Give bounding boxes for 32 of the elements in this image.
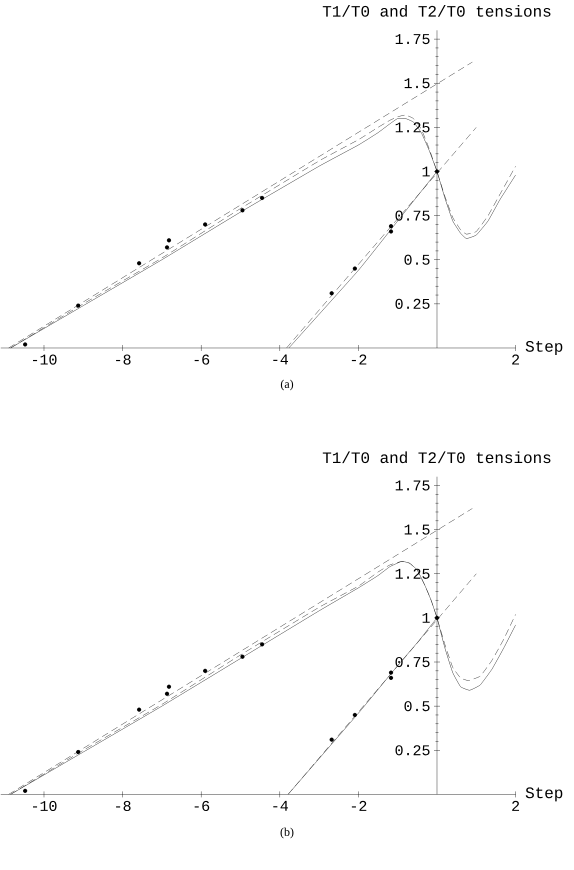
- x-tick-label: 2: [512, 354, 520, 365]
- x-tick-label: -4: [273, 800, 288, 811]
- y-tick-label: 0.25: [396, 745, 430, 756]
- y-tick-label: 1.25: [396, 122, 430, 132]
- x-tick-label: -8: [116, 354, 131, 365]
- y-tick-label: 1.75: [396, 480, 430, 491]
- y-tick-label: 1: [422, 612, 430, 623]
- x-tick-label: -2: [352, 800, 366, 811]
- y-tick-label: 1: [422, 166, 430, 176]
- x-tick-label: -4: [273, 354, 288, 364]
- x-tick-label: -6: [194, 354, 210, 365]
- y-tick-label: 1.25: [396, 568, 430, 579]
- y-tick-label: 0.75: [396, 656, 430, 668]
- text: (a): [280, 380, 294, 390]
- y-tick-label: 0.5: [404, 701, 430, 712]
- text: (b): [280, 828, 294, 838]
- x-axis-title: Step: [526, 787, 562, 802]
- y-tick-label: 1.75: [396, 34, 430, 44]
- x-axis-title: Step: [526, 341, 562, 355]
- y-axis-title: T1/T0 and T2/T0 tensions: [322, 451, 550, 464]
- y-tick-label: 0.75: [396, 210, 430, 221]
- y-axis-title: T1/T0 and T2/T0 tensions: [322, 5, 550, 17]
- x-tick-label: -10: [32, 354, 57, 365]
- x-tick-label: -2: [352, 354, 366, 365]
- y-tick-label: 0.25: [396, 298, 430, 309]
- x-tick-label: -8: [116, 800, 131, 812]
- y-tick-label: 0.5: [404, 254, 430, 265]
- x-tick-label: 2: [512, 800, 520, 811]
- x-tick-label: -10: [32, 800, 57, 812]
- x-tick-label: -6: [194, 800, 210, 812]
- y-tick-label: 1.5: [404, 524, 430, 535]
- y-tick-label: 1.5: [404, 78, 430, 88]
